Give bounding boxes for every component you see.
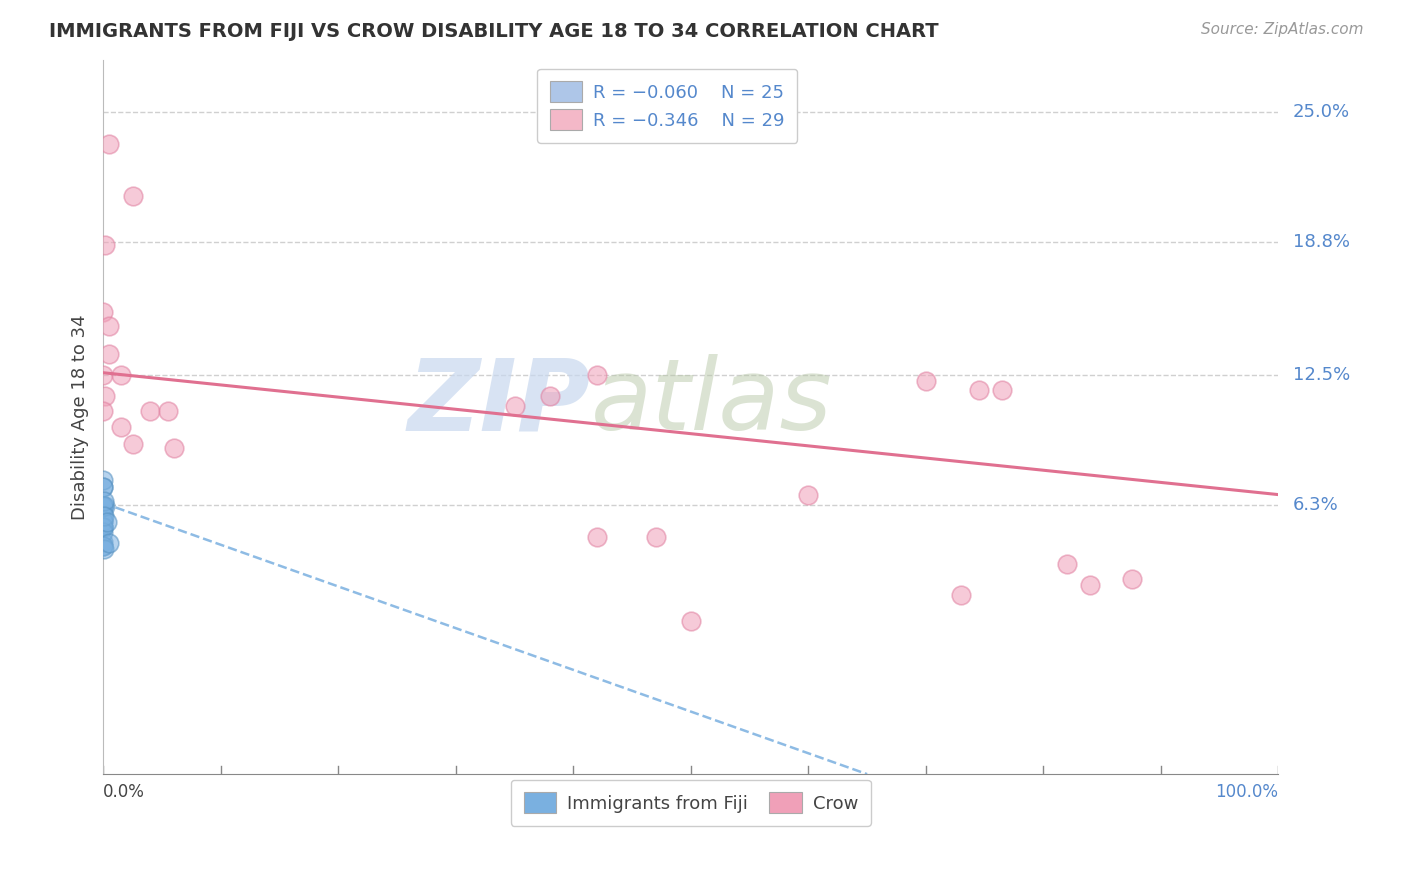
Point: [91, 473, 114, 487]
Point: [94, 499, 117, 513]
Point: [94, 389, 117, 403]
Y-axis label: Disability Age 18 to 34: Disability Age 18 to 34: [72, 314, 89, 520]
Point: [967, 383, 990, 397]
Point: [98, 536, 121, 550]
Point: [121, 189, 143, 203]
Point: [91, 535, 114, 549]
Point: [98, 136, 121, 151]
Text: 100.0%: 100.0%: [1216, 782, 1278, 801]
Point: [679, 614, 702, 628]
Point: [110, 420, 132, 434]
Text: 6.3%: 6.3%: [1292, 496, 1339, 514]
Point: [1121, 572, 1143, 586]
Point: [94, 237, 117, 252]
Point: [93, 508, 115, 523]
Point: [1056, 557, 1078, 571]
Point: [93, 542, 115, 557]
Text: 25.0%: 25.0%: [1292, 103, 1350, 121]
Text: 12.5%: 12.5%: [1292, 366, 1350, 384]
Point: [91, 539, 114, 553]
Point: [503, 400, 526, 414]
Point: [1080, 578, 1102, 592]
Point: [93, 494, 115, 508]
Point: [91, 499, 114, 513]
Point: [644, 530, 666, 544]
Point: [91, 520, 114, 534]
Point: [950, 589, 973, 603]
Point: [98, 319, 121, 334]
Point: [110, 368, 132, 382]
Point: [91, 525, 114, 540]
Legend: Immigrants from Fiji, Crow: Immigrants from Fiji, Crow: [510, 780, 870, 826]
Point: [91, 507, 114, 521]
Point: [96, 515, 118, 529]
Point: [121, 437, 143, 451]
Point: [91, 480, 114, 494]
Text: 18.8%: 18.8%: [1292, 234, 1350, 252]
Point: [91, 499, 114, 513]
Point: [91, 403, 114, 417]
Point: [538, 389, 561, 403]
Point: [139, 403, 162, 417]
Point: [91, 514, 114, 528]
Point: [585, 530, 607, 544]
Point: [156, 403, 179, 417]
Point: [91, 514, 114, 528]
Text: 0.0%: 0.0%: [103, 782, 145, 801]
Text: ZIP: ZIP: [408, 354, 591, 451]
Point: [98, 347, 121, 361]
Text: atlas: atlas: [591, 354, 832, 451]
Point: [91, 499, 114, 513]
Point: [91, 305, 114, 319]
Point: [91, 368, 114, 382]
Point: [915, 374, 938, 388]
Point: [585, 368, 607, 382]
Point: [91, 520, 114, 534]
Point: [91, 499, 114, 513]
Point: [91, 499, 114, 513]
Point: [91, 480, 114, 494]
Point: [91, 499, 114, 513]
Text: Source: ZipAtlas.com: Source: ZipAtlas.com: [1201, 22, 1364, 37]
Point: [91, 539, 114, 553]
Text: IMMIGRANTS FROM FIJI VS CROW DISABILITY AGE 18 TO 34 CORRELATION CHART: IMMIGRANTS FROM FIJI VS CROW DISABILITY …: [49, 22, 939, 41]
Point: [797, 488, 820, 502]
Point: [163, 442, 186, 456]
Point: [91, 519, 114, 533]
Point: [991, 383, 1014, 397]
